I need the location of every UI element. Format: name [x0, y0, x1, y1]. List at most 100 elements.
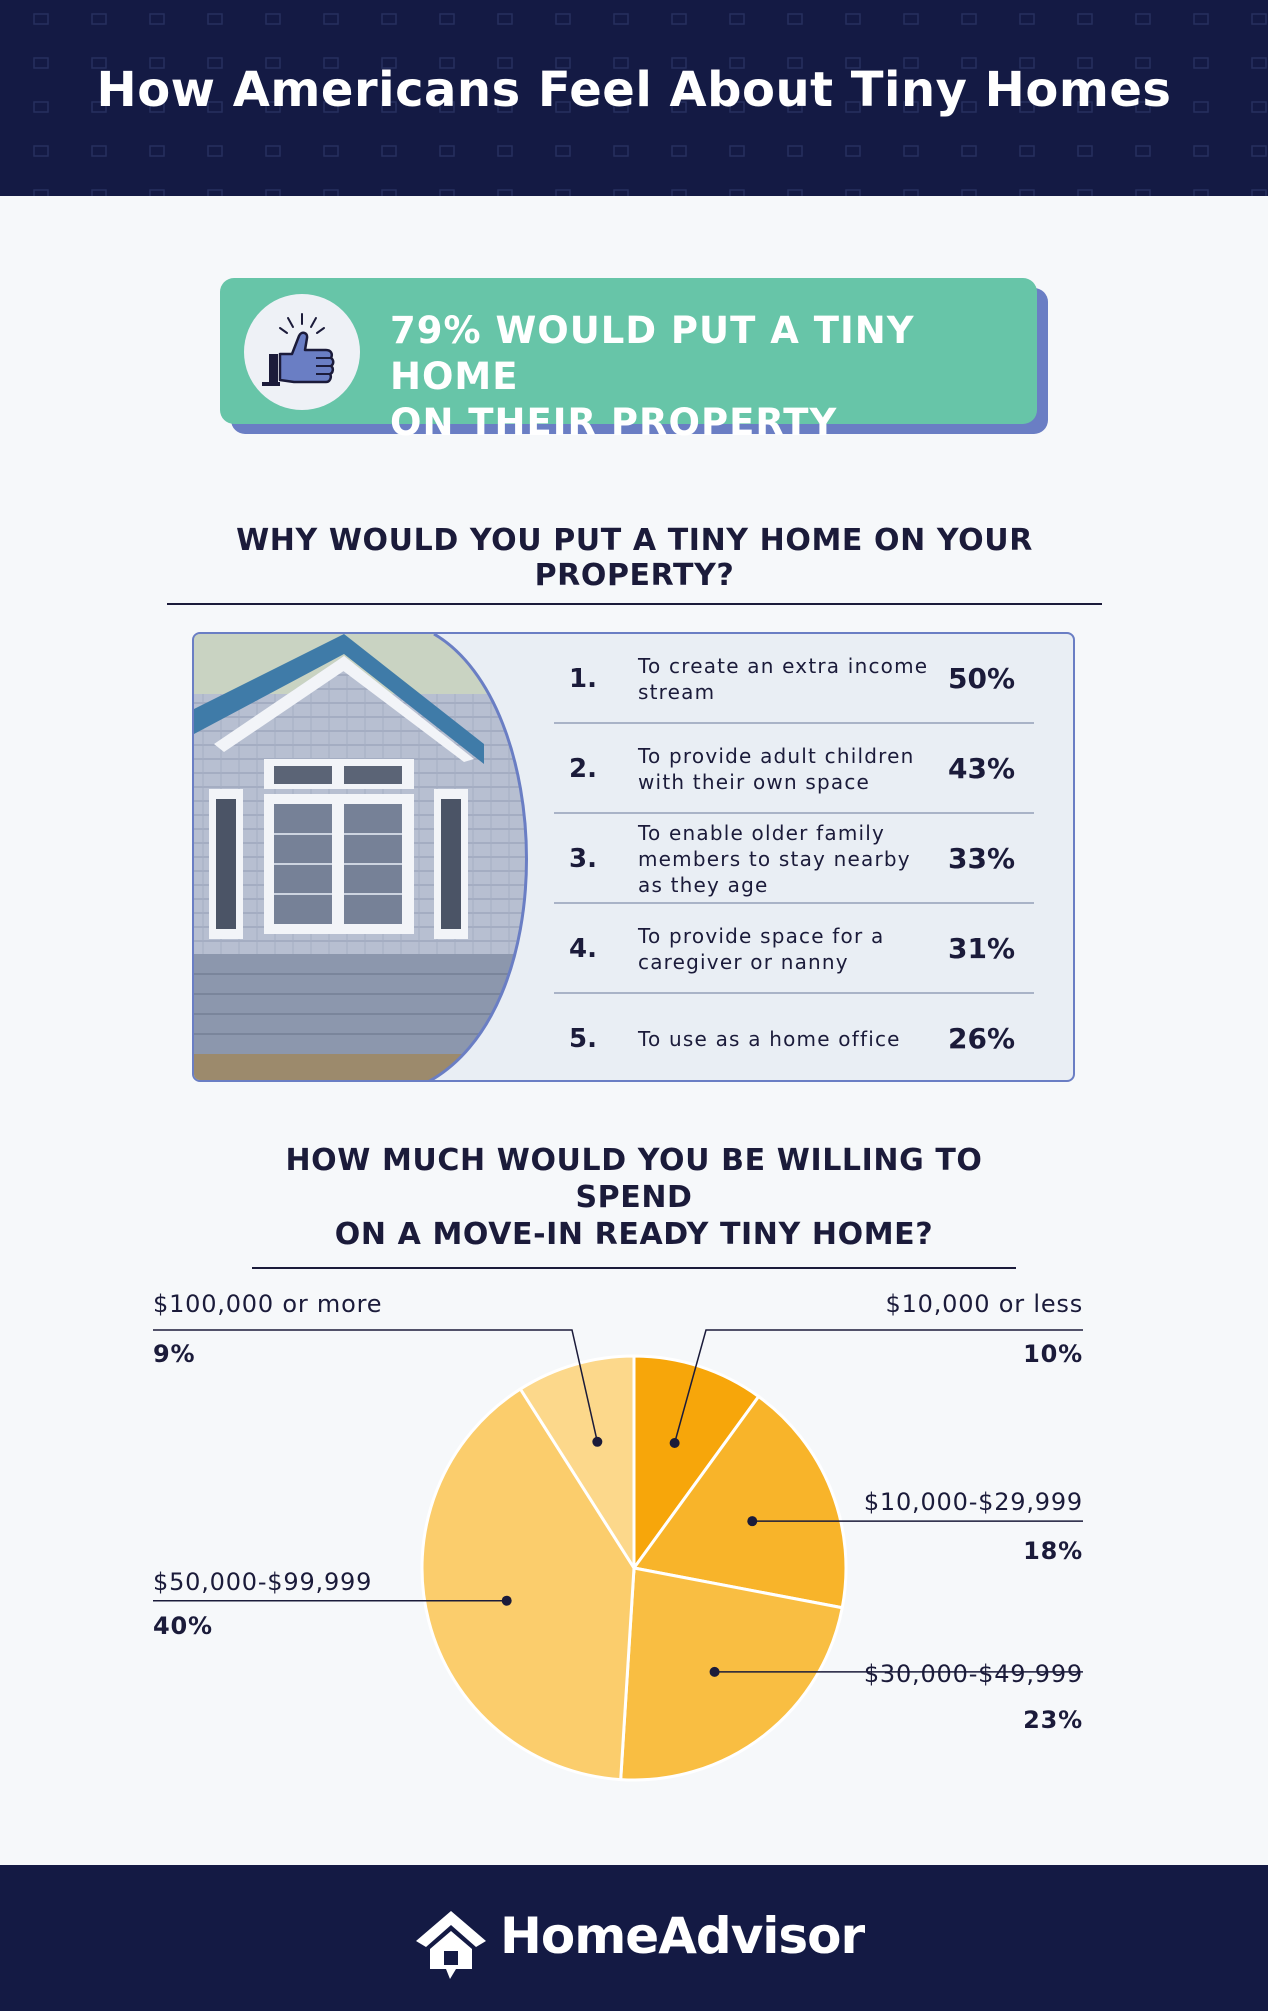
pattern-mark	[265, 13, 281, 25]
pattern-mark	[729, 13, 745, 25]
reason-percent: 33%	[948, 842, 1016, 875]
value-50k-100k: 40%	[153, 1612, 213, 1640]
pattern-mark	[323, 13, 339, 25]
pattern-mark	[1077, 57, 1093, 69]
callout-line-1: 79% WOULD PUT A TINY HOME	[390, 309, 915, 398]
pattern-mark	[149, 57, 165, 69]
pattern-mark	[903, 189, 919, 196]
pattern-mark	[729, 101, 745, 113]
label-50k-100k: $50,000-$99,999	[153, 1568, 373, 1596]
pattern-mark	[149, 101, 165, 113]
pattern-mark	[671, 145, 687, 157]
pattern-mark	[613, 101, 629, 113]
pattern-mark	[729, 189, 745, 196]
leader-50k-100k-dot	[501, 1595, 512, 1606]
reason-row: 4. To provide space for a caregiver or n…	[554, 904, 1034, 994]
spend-question: HOW MUCH WOULD YOU BE WILLING TO SPEND O…	[252, 1142, 1016, 1269]
pattern-mark	[1019, 13, 1035, 25]
pattern-mark	[787, 13, 803, 25]
leader-10k-30k-dot	[747, 1516, 758, 1527]
pattern-mark	[149, 189, 165, 196]
pattern-mark	[613, 145, 629, 157]
reason-percent: 50%	[948, 662, 1016, 695]
pattern-mark	[91, 189, 107, 196]
reason-row: 5. To use as a home office 26%	[554, 994, 1034, 1080]
pattern-mark	[207, 13, 223, 25]
value-10k-or-less: 10%	[1023, 1340, 1083, 1368]
pattern-mark	[1077, 13, 1093, 25]
pattern-mark	[265, 101, 281, 113]
pattern-mark	[613, 13, 629, 25]
pattern-mark	[1193, 57, 1209, 69]
value-10k-30k: 18%	[1023, 1537, 1083, 1565]
house-logo-icon	[416, 1911, 486, 1979]
pattern-mark	[729, 145, 745, 157]
pattern-mark	[149, 13, 165, 25]
row-divider	[554, 812, 1034, 814]
pattern-mark	[33, 189, 49, 196]
leader-10k-or-less-dot	[669, 1437, 680, 1448]
value-100k-or-more: 9%	[153, 1340, 196, 1368]
reason-rank: 2.	[569, 754, 597, 784]
pattern-mark	[439, 189, 455, 196]
pattern-mark	[265, 145, 281, 157]
pattern-mark	[381, 57, 397, 69]
pattern-mark	[555, 145, 571, 157]
callout-banner: 79% WOULD PUT A TINY HOME ON THEIR PROPE…	[220, 278, 1037, 444]
pattern-mark	[33, 101, 49, 113]
reason-percent: 26%	[948, 1022, 1016, 1055]
pattern-mark	[845, 101, 861, 113]
reason-text: To enable older family members to stay n…	[638, 821, 911, 897]
pattern-mark	[381, 189, 397, 196]
pattern-mark	[381, 13, 397, 25]
pattern-mark	[497, 13, 513, 25]
pattern-mark	[1251, 145, 1267, 157]
label-10k-30k: $10,000-$29,999	[863, 1488, 1083, 1516]
row-divider	[554, 722, 1034, 724]
header-pattern	[33, 13, 1267, 196]
pattern-mark	[323, 101, 339, 113]
pattern-mark	[1135, 13, 1151, 25]
spend-question-line-1: HOW MUCH WOULD YOU BE WILLING TO SPEND	[285, 1143, 983, 1215]
pattern-mark	[845, 189, 861, 196]
slice-10k-or-less	[632, 1354, 761, 1573]
reason-rank: 5.	[569, 1024, 597, 1054]
spend-question-line-2: ON A MOVE-IN READY TINY HOME?	[334, 1217, 934, 1252]
leader-10k-or-less	[673, 1329, 1083, 1444]
pattern-mark	[1135, 101, 1151, 113]
tiny-house-photo	[194, 634, 528, 1080]
pattern-mark	[439, 145, 455, 157]
pattern-mark	[961, 13, 977, 25]
pattern-mark	[1251, 189, 1267, 196]
leader-100k-or-more	[153, 1329, 599, 1442]
pattern-mark	[33, 13, 49, 25]
pattern-mark	[671, 189, 687, 196]
pattern-mark	[381, 101, 397, 113]
pattern-mark	[323, 189, 339, 196]
brand-name: HomeAdvisor	[500, 1907, 865, 1965]
reason-text: To provide adult children with their own…	[638, 744, 915, 794]
pattern-mark	[265, 57, 281, 69]
leader-30k-50k-dot	[709, 1666, 720, 1677]
pattern-mark	[439, 57, 455, 69]
pattern-mark	[903, 145, 919, 157]
reasons-panel: 1. To create an extra income stream 50% …	[192, 632, 1075, 1082]
pattern-mark	[91, 101, 107, 113]
pattern-mark	[787, 189, 803, 196]
row-divider	[554, 902, 1034, 904]
pattern-mark	[33, 57, 49, 69]
label-30k-50k: $30,000-$49,999	[863, 1660, 1083, 1688]
label-10k-or-less: $10,000 or less	[885, 1290, 1083, 1318]
pattern-mark	[207, 145, 223, 157]
callout-text: 79% WOULD PUT A TINY HOME ON THEIR PROPE…	[390, 308, 1030, 446]
pattern-mark	[91, 13, 107, 25]
pattern-mark	[845, 13, 861, 25]
pattern-mark	[497, 145, 513, 157]
pattern-mark	[439, 101, 455, 113]
pattern-mark	[1193, 145, 1209, 157]
pattern-mark	[961, 57, 977, 69]
pattern-mark	[91, 57, 107, 69]
pattern-mark	[787, 145, 803, 157]
pattern-mark	[1019, 189, 1035, 196]
reason-text: To use as a home office	[638, 1027, 901, 1051]
